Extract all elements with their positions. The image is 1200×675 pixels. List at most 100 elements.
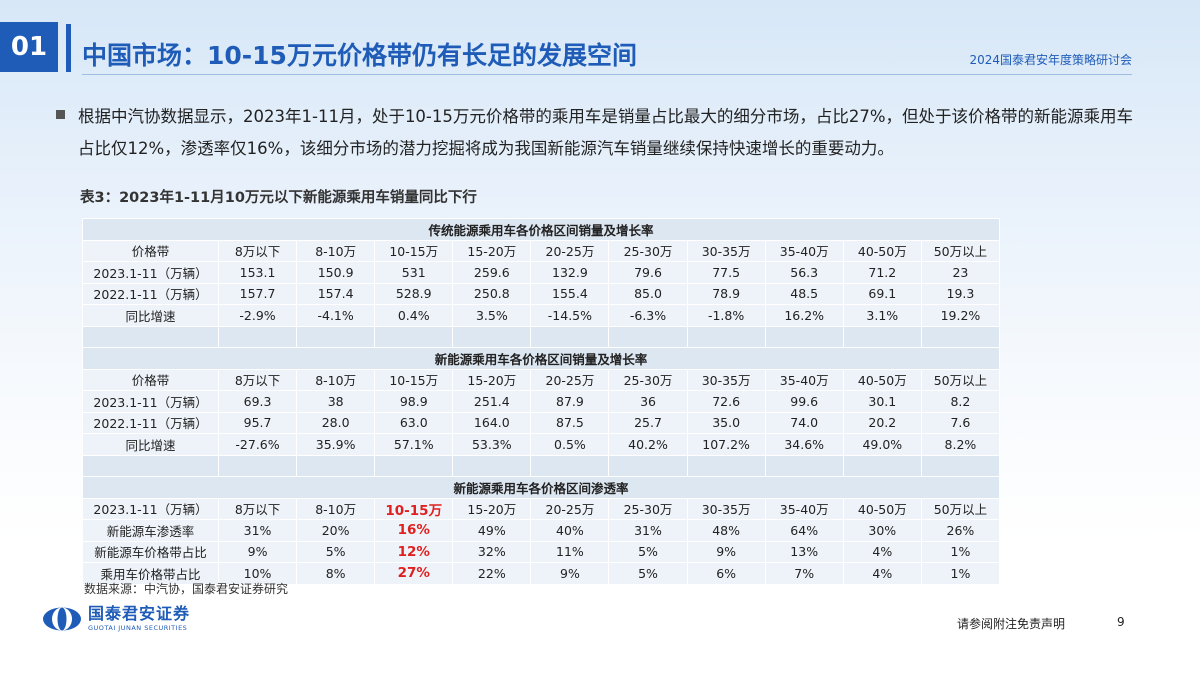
row-label: 乘用车价格带占比 bbox=[82, 562, 219, 585]
table-spacer-cell bbox=[217, 454, 298, 477]
table-cell: 49% bbox=[452, 519, 532, 542]
table-cell: 10-15万 bbox=[374, 368, 454, 391]
table-spacer-cell bbox=[842, 454, 922, 477]
table-cell: 69.1 bbox=[842, 282, 922, 305]
table-cell: 64% bbox=[764, 519, 844, 542]
table-row: 2022.1-11（万辆） 95.7 28.0 63.0 164.0 87.5 25.7 35… bbox=[82, 411, 1001, 434]
table-cell: 79.6 bbox=[608, 261, 688, 284]
table-cell: 87.9 bbox=[530, 390, 610, 413]
table-cell: 26% bbox=[920, 519, 1001, 542]
table-row: 新能源车渗透率 31% 20% 16% 49% 40% 31% 48% 64% 30% 26% bbox=[82, 519, 1001, 542]
table-cell: 4% bbox=[842, 562, 922, 585]
body-paragraph: 根据中汽协数据显示，2023年1-11月，处于10-15万元价格带的乘用车是销量… bbox=[78, 107, 1134, 158]
table-cell: 15-20万 bbox=[452, 239, 532, 262]
row-label: 新能源车渗透率 bbox=[82, 519, 219, 542]
table-cell: 157.7 bbox=[217, 282, 298, 305]
table-cell: 25-30万 bbox=[608, 239, 688, 262]
table-section-header: 传统能源乘用车各价格区间销量及增长率 bbox=[82, 218, 1000, 241]
table-cell: 3.1% bbox=[842, 304, 922, 327]
table-cell: 5% bbox=[608, 540, 688, 563]
table-cell: 31% bbox=[608, 519, 688, 542]
table-cell: 74.0 bbox=[764, 411, 844, 434]
table-cell: -2.9% bbox=[217, 304, 298, 327]
table-spacer-cell bbox=[920, 325, 1001, 348]
table-spacer-cell bbox=[530, 325, 610, 348]
table-spacer-cell bbox=[217, 325, 298, 348]
table-cell: 153.1 bbox=[217, 261, 298, 284]
table-cell: 10% bbox=[217, 562, 298, 585]
table-spacer-cell bbox=[764, 325, 844, 348]
logo-mark-icon bbox=[43, 607, 81, 631]
table-cell: 107.2% bbox=[686, 433, 766, 456]
table-cell: 251.4 bbox=[452, 390, 532, 413]
table-row: 价格带 8万以下 8-10万 10-15万 15-20万 20-25万 25-30万 30-3… bbox=[82, 239, 1001, 262]
table-cell: 98.9 bbox=[374, 390, 454, 413]
table-cell: -14.5% bbox=[530, 304, 610, 327]
row-label: 同比增速 bbox=[82, 304, 219, 327]
table-cell: 20% bbox=[296, 519, 376, 542]
table-cell: 71.2 bbox=[842, 261, 922, 284]
page-title: 中国市场：10-15万元价格带仍有长足的发展空间 bbox=[82, 41, 637, 70]
table-spacer-cell bbox=[842, 325, 922, 348]
section-title: 传统能源乘用车各价格区间销量及增长率 bbox=[82, 218, 1000, 241]
table-cell: 27% bbox=[374, 562, 454, 585]
table-cell: 15-20万 bbox=[452, 497, 532, 520]
table-cell: 30-35万 bbox=[686, 368, 766, 391]
table-row: 同比增速 -27.6% 35.9% 57.1% 53.3% 0.5% 40.2% 107.2%… bbox=[82, 433, 1001, 456]
row-label: 新能源车价格带占比 bbox=[82, 540, 219, 563]
table-row: 乘用车价格带占比 10% 8% 27% 22% 9% 5% 6% 7% 4% 1% bbox=[82, 562, 1001, 585]
table-spacer-cell bbox=[686, 325, 766, 348]
table-spacer-cell bbox=[608, 454, 688, 477]
table-cell: 10-15万 bbox=[374, 497, 454, 520]
table-cell: 0.4% bbox=[374, 304, 454, 327]
table-cell: 4% bbox=[842, 540, 922, 563]
table-cell: 40.2% bbox=[608, 433, 688, 456]
header-divider bbox=[82, 74, 1132, 75]
row-label: 同比增速 bbox=[82, 433, 219, 456]
table-cell: 1% bbox=[920, 540, 1001, 563]
section-number: 01 bbox=[0, 22, 58, 72]
bullet-square-icon bbox=[56, 110, 65, 119]
table-cell: 50万以上 bbox=[920, 239, 1001, 262]
table-cell: 528.9 bbox=[374, 282, 454, 305]
table-cell: 5% bbox=[608, 562, 688, 585]
table-cell: 78.9 bbox=[686, 282, 766, 305]
table-cell: 49.0% bbox=[842, 433, 922, 456]
title-accent-bar bbox=[66, 24, 71, 72]
table-cell: 250.8 bbox=[452, 282, 532, 305]
table-cell: 31% bbox=[217, 519, 298, 542]
table-cell: 8万以下 bbox=[217, 239, 298, 262]
logo-english-name: GUOTAI JUNAN SECURITIES bbox=[88, 624, 188, 632]
table-spacer-cell bbox=[374, 325, 454, 348]
table-spacer-row bbox=[82, 454, 1001, 477]
table-cell: 30% bbox=[842, 519, 922, 542]
table-spacer-cell bbox=[452, 454, 532, 477]
table-cell: 1% bbox=[920, 562, 1001, 585]
table-cell: 19.2% bbox=[920, 304, 1001, 327]
sales-table: 传统能源乘用车各价格区间销量及增长率 价格带 8万以下 8-10万 10-15万 15-2… bbox=[82, 218, 1001, 585]
table-cell: 34.6% bbox=[764, 433, 844, 456]
data-source: 数据来源：中汽协，国泰君安证券研究 bbox=[84, 582, 289, 596]
table-row: 新能源车价格带占比 9% 5% 12% 32% 11% 5% 9% 13% 4% 1% bbox=[82, 540, 1001, 563]
table-cell: 259.6 bbox=[452, 261, 532, 284]
table-cell: 8万以下 bbox=[217, 497, 298, 520]
table-section-header: 新能源乘用车各价格区间销量及增长率 bbox=[82, 347, 1000, 370]
table-cell: 85.0 bbox=[608, 282, 688, 305]
table-cell: 48.5 bbox=[764, 282, 844, 305]
table-section-header: 新能源乘用车各价格区间渗透率 bbox=[82, 476, 1000, 499]
row-label: 2022.1-11（万辆） bbox=[82, 282, 219, 305]
table-cell: 20-25万 bbox=[530, 497, 610, 520]
page-number: 9 bbox=[1117, 615, 1125, 629]
table-cell: -4.1% bbox=[296, 304, 376, 327]
table-cell: 40-50万 bbox=[842, 239, 922, 262]
table-cell: 30-35万 bbox=[686, 239, 766, 262]
table-spacer-cell bbox=[374, 454, 454, 477]
table-cell: 8万以下 bbox=[217, 368, 298, 391]
table-cell: 40-50万 bbox=[842, 497, 922, 520]
table-cell: 8% bbox=[296, 562, 376, 585]
table-spacer-cell bbox=[608, 325, 688, 348]
table-cell: 9% bbox=[686, 540, 766, 563]
table-cell: 63.0 bbox=[374, 411, 454, 434]
table-cell: 11% bbox=[530, 540, 610, 563]
table-cell: 69.3 bbox=[217, 390, 298, 413]
